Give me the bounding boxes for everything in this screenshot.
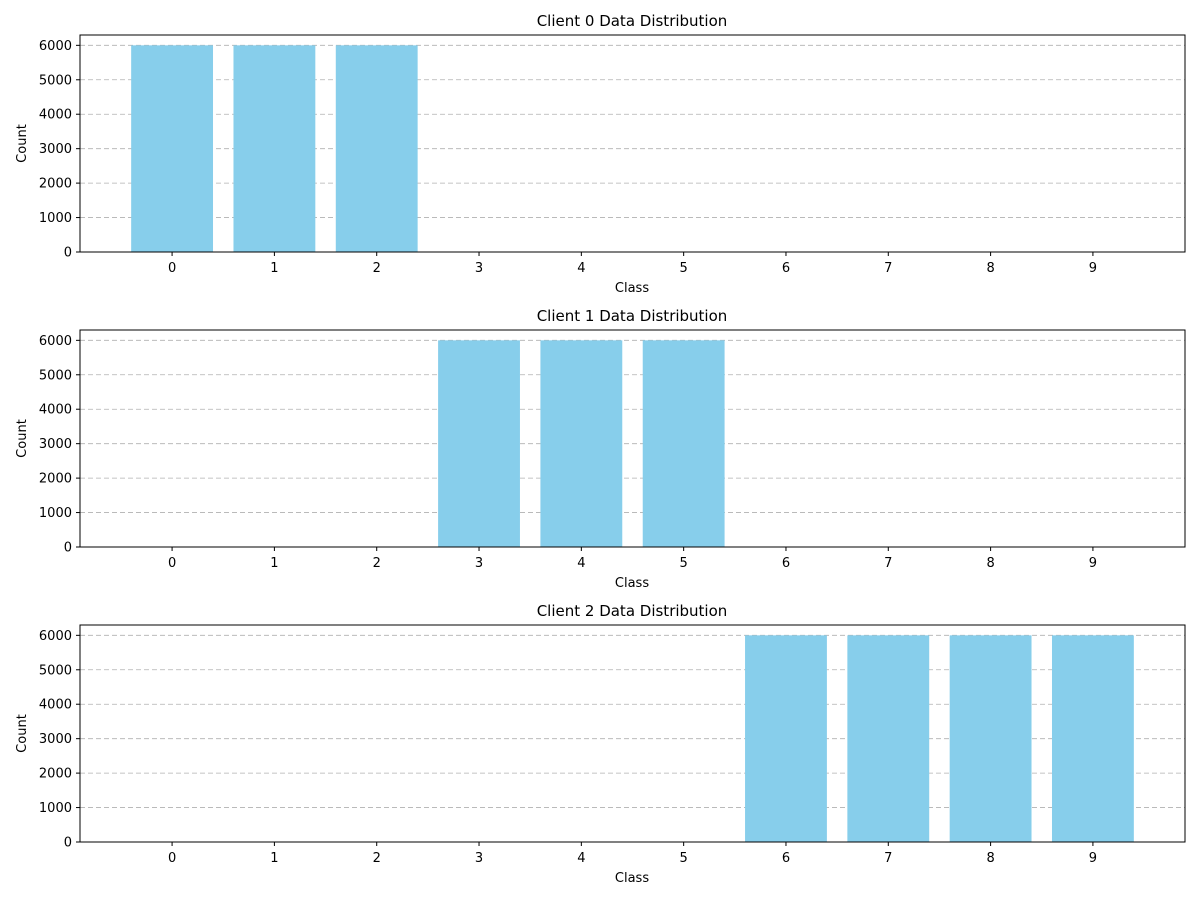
x-tick-label: 5 xyxy=(680,556,688,571)
x-tick-label: 6 xyxy=(782,851,790,866)
chart-title: Client 1 Data Distribution xyxy=(537,307,728,325)
y-tick-label: 5000 xyxy=(39,73,72,88)
y-tick-label: 4000 xyxy=(39,698,72,713)
bar-class-2 xyxy=(335,45,418,253)
x-tick-label: 9 xyxy=(1089,556,1097,571)
bar-class-1 xyxy=(233,45,316,253)
y-tick-label: 1000 xyxy=(39,211,72,226)
y-tick-label: 2000 xyxy=(39,767,72,782)
y-axis-label: Count xyxy=(15,419,30,458)
y-tick-label: 4000 xyxy=(39,403,72,418)
y-tick-label: 2000 xyxy=(39,177,72,192)
y-tick-label: 0 xyxy=(64,246,72,261)
y-axis-label: Count xyxy=(15,714,30,753)
y-axis-label: Count xyxy=(15,124,30,163)
y-tick-label: 5000 xyxy=(39,663,72,678)
x-tick-label: 6 xyxy=(782,261,790,276)
y-tick-label: 6000 xyxy=(39,629,72,644)
chart-panel-1: 0 1000 2000 3000 4000 5000 6000 0 1 2 3 4 5 6 7 8 9 Clien… xyxy=(15,307,1186,591)
x-tick-label: 0 xyxy=(168,556,176,571)
x-tick-label: 8 xyxy=(986,261,994,276)
y-tick-label: 3000 xyxy=(39,732,72,747)
x-tick-label: 0 xyxy=(168,261,176,276)
y-tick-label: 4000 xyxy=(39,108,72,123)
x-tick-label: 0 xyxy=(168,851,176,866)
axes-frame xyxy=(79,329,1186,548)
x-tick-label: 8 xyxy=(986,851,994,866)
y-tick-label: 2000 xyxy=(39,472,72,487)
y-tick-label: 0 xyxy=(64,836,72,851)
bar-class-4 xyxy=(540,340,623,547)
bar-class-6 xyxy=(745,635,827,842)
y-tick-label: 6000 xyxy=(39,39,72,54)
x-tick-label: 3 xyxy=(475,556,483,571)
y-tick-label: 3000 xyxy=(39,437,72,452)
x-tick-label: 1 xyxy=(270,851,278,866)
x-tick-label: 5 xyxy=(680,261,688,276)
y-tick-label: 1000 xyxy=(39,801,72,816)
x-tick-label: 1 xyxy=(270,261,278,276)
bar-class-0 xyxy=(131,45,214,253)
x-axis-label: Class xyxy=(615,281,649,296)
chart-panel-2: 0 1000 2000 3000 4000 5000 6000 0 1 2 3 4 5 6 7 8 9 Clien… xyxy=(15,602,1186,886)
chart-title: Client 2 Data Distribution xyxy=(537,602,728,620)
x-tick-label: 3 xyxy=(475,261,483,276)
bar-class-3 xyxy=(438,340,520,547)
x-tick-label: 8 xyxy=(986,556,994,571)
x-tick-label: 7 xyxy=(884,851,892,866)
bar-class-9 xyxy=(1051,635,1134,842)
axes-frame xyxy=(79,34,1186,253)
y-tick-label: 1000 xyxy=(39,506,72,521)
x-axis-label: Class xyxy=(615,576,649,591)
chart-panel-0: 0 1000 2000 3000 4000 5000 6000 0 1 2 3 4 5 6 7 8 9 Clien… xyxy=(15,12,1186,296)
x-tick-label: 9 xyxy=(1089,851,1097,866)
y-tick-label: 3000 xyxy=(39,142,72,157)
bar-class-8 xyxy=(949,635,1032,842)
x-tick-label: 4 xyxy=(577,556,585,571)
y-tick-label: 6000 xyxy=(39,334,72,349)
chart-title: Client 0 Data Distribution xyxy=(537,12,728,30)
y-tick-label: 0 xyxy=(64,541,72,556)
x-tick-label: 3 xyxy=(475,851,483,866)
x-tick-label: 7 xyxy=(884,556,892,571)
x-tick-label: 1 xyxy=(270,556,278,571)
x-tick-label: 2 xyxy=(373,851,381,866)
y-tick-label: 5000 xyxy=(39,368,72,383)
x-tick-label: 6 xyxy=(782,556,790,571)
x-tick-label: 2 xyxy=(373,556,381,571)
bar-class-7 xyxy=(847,635,930,842)
x-tick-label: 7 xyxy=(884,261,892,276)
x-tick-label: 9 xyxy=(1089,261,1097,276)
bar-class-5 xyxy=(642,340,725,547)
axes-frame xyxy=(79,624,1186,843)
x-tick-label: 4 xyxy=(577,851,585,866)
x-axis-label: Class xyxy=(615,871,649,886)
x-tick-label: 4 xyxy=(577,261,585,276)
x-tick-label: 5 xyxy=(680,851,688,866)
x-tick-label: 2 xyxy=(373,261,381,276)
